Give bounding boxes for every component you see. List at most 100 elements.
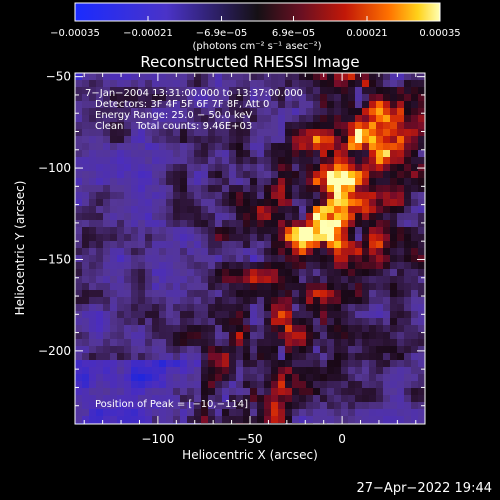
heatmap-cell [201, 136, 209, 144]
heatmap-cell [327, 318, 335, 326]
heatmap-cell [418, 360, 425, 368]
heatmap-cell [187, 115, 195, 123]
heatmap-cell [285, 143, 293, 151]
heatmap-cell [187, 227, 195, 235]
heatmap-cell [187, 150, 195, 158]
heatmap-cell [201, 262, 209, 270]
heatmap-cell [390, 143, 398, 151]
heatmap-cell [355, 374, 363, 382]
heatmap-cell [152, 150, 160, 158]
heatmap-cell [320, 199, 328, 207]
heatmap-cell [257, 395, 265, 403]
heatmap-cell [278, 171, 286, 179]
heatmap-cell [201, 318, 209, 326]
heatmap-cell [257, 416, 265, 424]
heatmap-cell [166, 192, 174, 200]
heatmap-cell [124, 388, 132, 396]
heatmap-cell [152, 213, 160, 221]
heatmap-cell [397, 276, 405, 284]
heatmap-cell [250, 178, 258, 186]
heatmap-cell [131, 346, 139, 354]
heatmap-cell [327, 129, 335, 137]
heatmap-cell [264, 325, 272, 333]
heatmap-cell [285, 122, 293, 130]
heatmap-cell [82, 290, 90, 298]
heatmap-cell [271, 283, 279, 291]
heatmap-cell [180, 122, 188, 130]
heatmap-cell [341, 150, 349, 158]
heatmap-cell [194, 402, 202, 410]
heatmap-cell [180, 150, 188, 158]
heatmap-cell [145, 416, 153, 424]
heatmap-cell [418, 213, 425, 221]
heatmap-cell [355, 367, 363, 375]
heatmap-cell [390, 157, 398, 165]
heatmap-cell [278, 304, 286, 312]
heatmap-cell [201, 101, 209, 109]
heatmap-cell [313, 150, 321, 158]
heatmap-cell [418, 178, 425, 186]
heatmap-cell [145, 339, 153, 347]
heatmap-cell [327, 255, 335, 263]
heatmap-cell [313, 367, 321, 375]
heatmap-cell [278, 227, 286, 235]
heatmap-cell [292, 318, 300, 326]
heatmap-cell [152, 101, 160, 109]
heatmap-cell [320, 115, 328, 123]
heatmap-cell [299, 227, 307, 235]
colorbar-tick-label: −0.00021 [123, 28, 173, 39]
heatmap-cell [117, 178, 125, 186]
heatmap-cell [152, 192, 160, 200]
heatmap-cell [320, 143, 328, 151]
heatmap-cell [376, 269, 384, 277]
heatmap-cell [369, 332, 377, 340]
heatmap-cell [362, 248, 370, 256]
heatmap-cell [418, 318, 425, 326]
heatmap-cell [299, 108, 307, 116]
heatmap-cell [145, 73, 153, 81]
heatmap-cell [348, 213, 356, 221]
heatmap-cell [250, 192, 258, 200]
heatmap-cell [313, 199, 321, 207]
heatmap-cell [383, 178, 391, 186]
heatmap-cell [96, 157, 104, 165]
heatmap-cell [173, 367, 181, 375]
heatmap-cell [180, 353, 188, 361]
heatmap-cell [369, 346, 377, 354]
heatmap-cell [152, 360, 160, 368]
heatmap-cell [236, 283, 244, 291]
heatmap-cell [390, 346, 398, 354]
heatmap-cell [250, 136, 258, 144]
heatmap-cell [341, 143, 349, 151]
heatmap-cell [124, 395, 132, 403]
heatmap-cell [159, 213, 167, 221]
heatmap-cell [229, 269, 237, 277]
heatmap-cell [306, 87, 314, 95]
heatmap-cell [201, 332, 209, 340]
heatmap-cell [243, 388, 251, 396]
chart-title: Reconstructed RHESSI Image [140, 53, 359, 71]
heatmap-cell [229, 325, 237, 333]
heatmap-cell [131, 80, 139, 88]
heatmap-cell [159, 108, 167, 116]
heatmap-cell [208, 248, 216, 256]
heatmap-cell [411, 360, 419, 368]
heatmap-cell [236, 115, 244, 123]
heatmap-cell [96, 234, 104, 242]
heatmap-cell [390, 227, 398, 235]
heatmap-cell [313, 416, 321, 424]
heatmap-cell [194, 262, 202, 270]
heatmap-cell [411, 346, 419, 354]
heatmap-cell [404, 304, 412, 312]
heatmap-cell [229, 94, 237, 102]
heatmap-cell [173, 290, 181, 298]
heatmap-cell [362, 409, 370, 417]
heatmap-cell [152, 269, 160, 277]
heatmap-cell [418, 122, 425, 130]
heatmap-cell [208, 122, 216, 130]
heatmap-cell [348, 199, 356, 207]
heatmap-cell [250, 94, 258, 102]
heatmap-cell [159, 143, 167, 151]
heatmap-cell [117, 318, 125, 326]
heatmap-cell [362, 122, 370, 130]
